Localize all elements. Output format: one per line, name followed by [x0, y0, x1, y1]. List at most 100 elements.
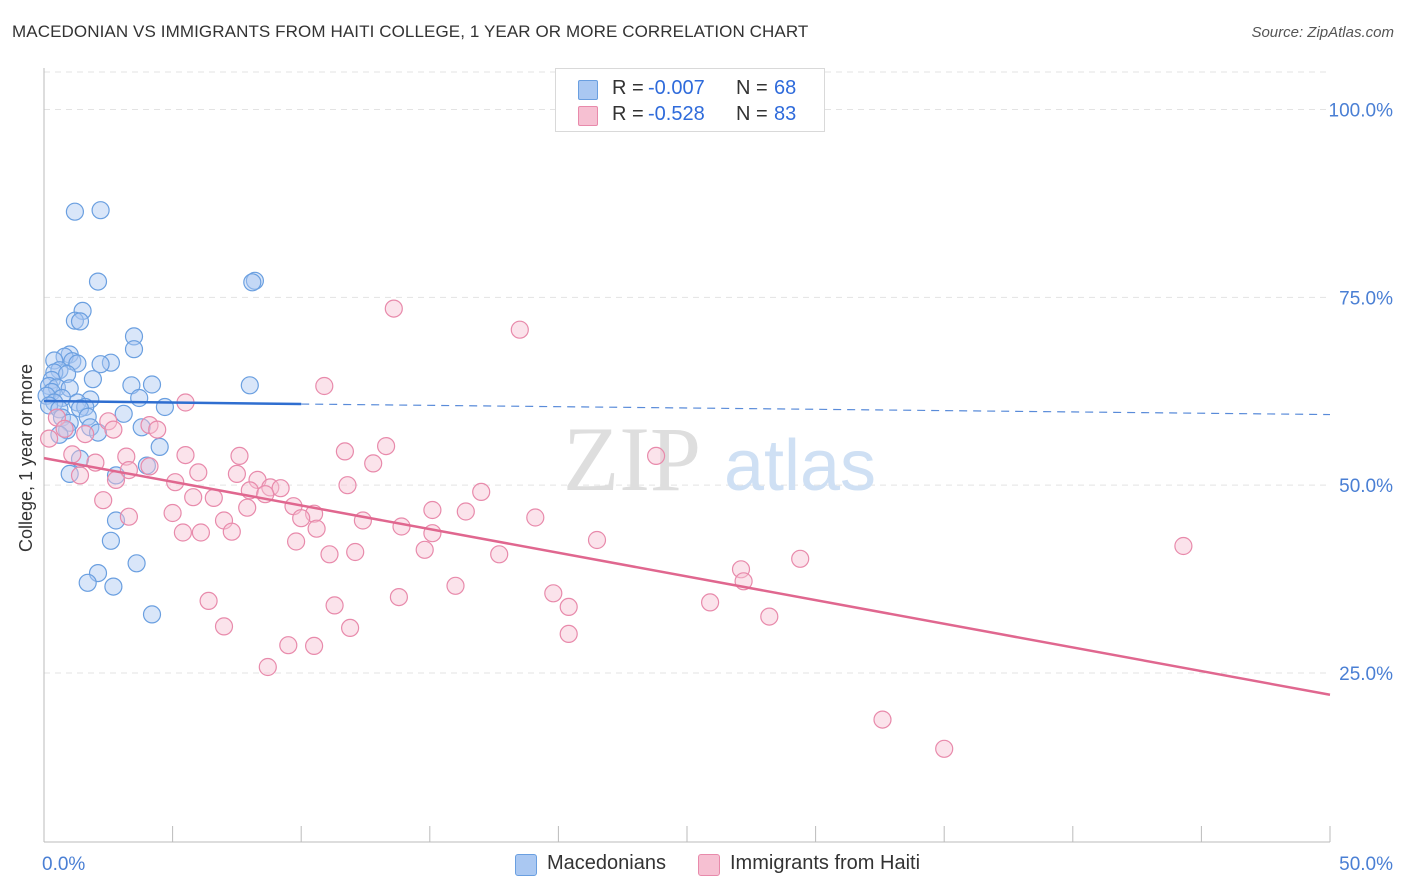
x-tick-label: 50.0% [1339, 854, 1393, 875]
haiti-point [490, 545, 509, 564]
haiti-point [76, 425, 95, 444]
n-label: N = [736, 103, 768, 125]
macedonian-point [104, 577, 123, 596]
macedonian-point [60, 379, 79, 398]
gridlines [44, 71, 1330, 674]
haiti-point [423, 500, 442, 520]
chart-source: Source: ZipAtlas.com [1251, 24, 1394, 41]
haiti-point [305, 636, 324, 656]
y-tick-label: 75.0% [1339, 288, 1393, 309]
macedonian-point [83, 370, 103, 389]
haiti-point [384, 299, 403, 318]
haiti-point [456, 502, 475, 521]
pink-swatch-icon [698, 854, 720, 876]
haiti-point [238, 498, 257, 517]
haiti-point [559, 624, 578, 644]
haiti-point [173, 523, 192, 542]
haiti-point [364, 454, 383, 473]
n-value: 83 [774, 103, 797, 125]
haiti-point [320, 545, 339, 564]
haiti-point [191, 523, 210, 542]
haiti-point [222, 522, 241, 541]
haiti-point [55, 419, 74, 438]
macedonian-point [124, 340, 144, 359]
macedonian-point [124, 327, 144, 346]
series-immigrants-from-haiti [39, 299, 1193, 758]
tick-labels: 100.0% 75.0% 50.0% 25.0% 0.0% 50.0% [42, 101, 1393, 875]
haiti-point [526, 508, 545, 527]
haiti-point [415, 540, 434, 559]
haiti-point [587, 530, 607, 550]
macedonians-trend-extension [301, 403, 1331, 416]
haiti-point [119, 507, 138, 526]
haiti-point [935, 739, 954, 758]
haiti-point [700, 593, 720, 612]
correlation-legend: R = -0.007 N = 68 R = -0.528 N = 83 [555, 68, 825, 132]
n-label: N = [736, 77, 768, 99]
macedonian-point [155, 397, 174, 417]
haiti-point [446, 576, 465, 595]
macedonian-point [65, 311, 85, 330]
r-label: R = [612, 103, 644, 125]
haiti-point [292, 509, 311, 528]
macedonian-point [65, 202, 85, 221]
macedonian-point [91, 201, 110, 220]
haiti-point [791, 549, 810, 568]
haiti-point [377, 437, 396, 456]
series-macedonians [37, 201, 264, 624]
haiti-point [873, 710, 892, 729]
haiti-point [204, 488, 223, 507]
trend-lines [43, 399, 1331, 696]
haiti-point [646, 446, 666, 465]
pink-swatch-icon [578, 106, 598, 126]
macedonian-point [91, 355, 110, 374]
haiti-point [214, 617, 234, 636]
macedonian-point [130, 388, 149, 408]
haiti-point [63, 445, 82, 464]
macedonian-point [150, 437, 169, 456]
y-axis-label: College, 1 year or more [16, 364, 36, 552]
macedonian-point [127, 554, 146, 573]
haiti-point [258, 657, 277, 677]
haiti-point [230, 446, 249, 465]
haiti-point [199, 591, 218, 611]
macedonian-point [114, 404, 133, 423]
haiti-point [148, 420, 167, 439]
macedonian-point [243, 273, 262, 292]
haiti-point [760, 607, 779, 626]
macedonian-point [78, 573, 97, 592]
blue-swatch-icon [515, 854, 537, 876]
n-value: 68 [774, 77, 797, 99]
macedonian-point [88, 272, 108, 291]
macedonian-point [78, 407, 97, 426]
haiti-point [117, 447, 136, 466]
haiti-point [335, 442, 354, 461]
haiti-point [392, 517, 411, 536]
r-value: -0.528 [648, 103, 705, 125]
watermark-zip: ZIP [563, 408, 701, 510]
haiti-point [140, 457, 159, 476]
macedonian-point [70, 312, 90, 331]
blue-swatch-icon [578, 80, 598, 100]
haiti-point [104, 420, 123, 439]
haiti-point [307, 519, 326, 538]
haiti-trend-line [43, 456, 1331, 696]
haiti-point [70, 466, 90, 485]
macedonian-point [73, 301, 92, 320]
haiti-point [315, 376, 334, 396]
watermark: ZIP atlas [563, 408, 876, 510]
axes [43, 68, 1331, 843]
haiti-point [227, 464, 246, 483]
y-tick-label: 25.0% [1339, 664, 1393, 685]
macedonian-point [57, 364, 77, 384]
chart-title: MACEDONIAN VS IMMIGRANTS FROM HAITI COLL… [12, 22, 809, 41]
haiti-point [163, 503, 182, 523]
y-tick-label: 50.0% [1339, 476, 1393, 497]
macedonians-trend-line [43, 399, 302, 406]
haiti-point [1174, 536, 1193, 556]
haiti-point [106, 470, 126, 489]
haiti-point [559, 597, 578, 617]
haiti-point [271, 479, 290, 498]
x-tick-label: 0.0% [42, 854, 85, 875]
haiti-point [341, 618, 360, 638]
